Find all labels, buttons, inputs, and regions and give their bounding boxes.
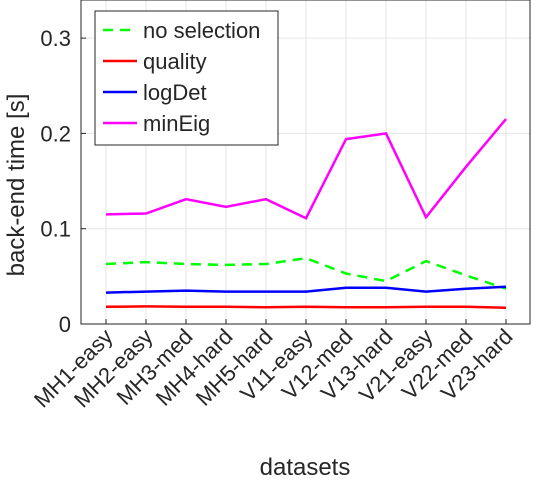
series-line-quality	[105, 305, 507, 310]
legend-label: minEig	[143, 111, 210, 136]
series-line-mineig	[105, 118, 507, 220]
legend: no selection quality logDet minEig	[94, 10, 279, 146]
series-lines	[105, 118, 507, 310]
legend-label: logDet	[143, 80, 207, 105]
y-tick-label: 0	[59, 312, 71, 337]
series-line-no-selection	[105, 256, 507, 290]
legend-label: quality	[143, 49, 207, 74]
legend-label: no selection	[143, 18, 260, 43]
y-axis-label: back-end time [s]	[3, 94, 30, 277]
x-ticks: MH1-easyMH2-easyMH3-medMH4-hardMH5-hardV…	[29, 319, 518, 412]
x-axis-label: datasets	[260, 454, 351, 481]
y-tick-label: 0.3	[40, 26, 71, 51]
series-line-logdet	[105, 285, 507, 294]
y-tick-label: 0.1	[40, 217, 71, 242]
y-ticks: 0 0.1 0.2 0.3	[40, 26, 86, 337]
y-tick-label: 0.2	[40, 121, 71, 146]
